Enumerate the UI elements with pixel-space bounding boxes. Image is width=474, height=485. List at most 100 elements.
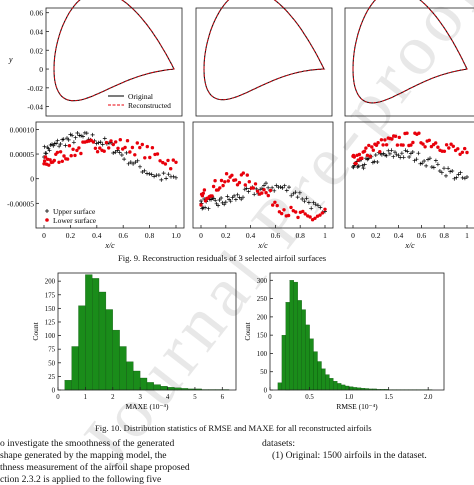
lower-surface-point bbox=[447, 146, 450, 149]
upper-surface-point bbox=[375, 160, 379, 164]
lower-surface-point bbox=[267, 194, 270, 197]
upper-surface-point bbox=[120, 153, 124, 157]
lower-surface-point bbox=[47, 163, 50, 166]
lower-surface-point bbox=[148, 156, 151, 159]
lower-surface-point bbox=[260, 191, 263, 194]
upper-surface-point bbox=[122, 157, 126, 161]
histogram-xtick-label: 2 bbox=[111, 394, 115, 401]
histogram-bar bbox=[127, 362, 134, 390]
lower-surface-point bbox=[246, 173, 249, 176]
upper-surface-point bbox=[398, 156, 402, 160]
residual-plot-frame bbox=[193, 122, 333, 228]
upper-surface-point bbox=[77, 133, 81, 137]
histogram-xtick-label: 2.0 bbox=[424, 394, 433, 401]
residual-ytick-label: -0.00005 bbox=[7, 199, 34, 208]
histogram-ytick-label: 25 bbox=[48, 374, 55, 381]
shape-ytick-label: 0.02 bbox=[30, 46, 43, 55]
histogram-bar bbox=[106, 310, 113, 391]
lower-surface-point bbox=[43, 159, 46, 162]
lower-surface-point bbox=[103, 150, 106, 153]
lower-surface-point bbox=[456, 147, 459, 150]
lower-surface-point bbox=[68, 144, 71, 147]
lower-surface-point bbox=[463, 147, 466, 150]
residual-xtick-label: 0.2 bbox=[221, 231, 231, 240]
histogram-bar bbox=[294, 282, 298, 390]
upper-surface-point bbox=[99, 140, 103, 144]
upper-surface-point bbox=[420, 161, 424, 165]
lower-surface-point bbox=[461, 151, 464, 154]
histogram-bar bbox=[306, 325, 310, 390]
lower-surface-point bbox=[96, 150, 99, 153]
lower-surface-point bbox=[452, 145, 455, 148]
upper-surface-point bbox=[390, 148, 394, 152]
lower-surface-point bbox=[119, 138, 122, 141]
upper-surface-point bbox=[391, 155, 395, 159]
upper-surface-point bbox=[164, 176, 168, 180]
upper-surface-point bbox=[309, 206, 313, 210]
lower-surface-point bbox=[383, 138, 386, 141]
original-airfoil-curve bbox=[54, 0, 174, 101]
lower-surface-point bbox=[92, 140, 95, 143]
lower-surface-point bbox=[172, 158, 175, 161]
airfoil-plot-frame bbox=[196, 8, 332, 116]
histogram-ylabel: Count bbox=[31, 321, 40, 340]
residual-ytick-label: 0.00010 bbox=[10, 125, 35, 134]
lower-surface-point bbox=[107, 146, 110, 149]
legend-upper-swatch bbox=[45, 209, 49, 213]
lower-surface-point bbox=[59, 150, 62, 153]
lower-surface-point bbox=[262, 188, 265, 191]
lower-surface-point bbox=[308, 215, 311, 218]
shape-ytick-label: 0.06 bbox=[30, 9, 43, 18]
upper-surface-point bbox=[74, 136, 78, 140]
lower-surface-point bbox=[443, 150, 446, 153]
upper-surface-point bbox=[131, 162, 135, 166]
lower-surface-point bbox=[254, 182, 257, 185]
lower-surface-point bbox=[109, 139, 112, 142]
upper-surface-point bbox=[167, 172, 171, 176]
upper-surface-point bbox=[418, 162, 422, 166]
lower-surface-point bbox=[166, 159, 169, 162]
lower-surface-point bbox=[411, 141, 414, 144]
lower-surface-point bbox=[242, 171, 245, 174]
histogram-bar bbox=[321, 369, 325, 390]
body-right-line-1: datasets: bbox=[262, 438, 295, 449]
residual-xtick-label: 0.8 bbox=[440, 231, 450, 240]
upper-surface-point bbox=[424, 164, 428, 168]
lower-surface-point bbox=[112, 143, 115, 146]
upper-surface-point bbox=[272, 189, 276, 193]
upper-surface-point bbox=[287, 185, 291, 189]
airfoil-panel-2 bbox=[196, 0, 332, 116]
residual-xtick-label: 1 bbox=[465, 231, 469, 240]
residual-xtick-label: 0.2 bbox=[66, 231, 76, 240]
lower-surface-point bbox=[53, 159, 56, 162]
histogram-bar bbox=[147, 382, 154, 390]
histogram-bar bbox=[85, 275, 92, 390]
lower-surface-point bbox=[294, 210, 297, 213]
upper-surface-point bbox=[374, 153, 378, 157]
histogram-ytick-label: 125 bbox=[45, 319, 56, 326]
lower-surface-point bbox=[436, 146, 439, 149]
upper-surface-point bbox=[79, 134, 83, 138]
legend-lower-label: Lower surface bbox=[53, 216, 97, 225]
upper-surface-point bbox=[422, 159, 426, 163]
legend-lower-swatch bbox=[45, 218, 49, 222]
shape-ytick-label: -0.02 bbox=[27, 84, 43, 93]
histogram-bar bbox=[298, 300, 302, 390]
lower-surface-point bbox=[385, 143, 388, 146]
upper-surface-point bbox=[262, 183, 266, 187]
lower-surface-point bbox=[423, 145, 426, 148]
legend-upper-label: Upper surface bbox=[53, 207, 96, 216]
histogram-bar bbox=[72, 347, 79, 391]
lower-surface-point bbox=[230, 174, 233, 177]
residual-xtick-label: 0 bbox=[199, 231, 203, 240]
lower-surface-point bbox=[264, 191, 267, 194]
lower-surface-point bbox=[282, 208, 285, 211]
lower-surface-point bbox=[376, 141, 379, 144]
upper-surface-point bbox=[85, 131, 89, 135]
lower-surface-point bbox=[116, 147, 119, 150]
lower-surface-point bbox=[66, 157, 69, 160]
residual-xtick-label: 0.4 bbox=[394, 231, 404, 240]
upper-surface-point bbox=[283, 184, 287, 188]
